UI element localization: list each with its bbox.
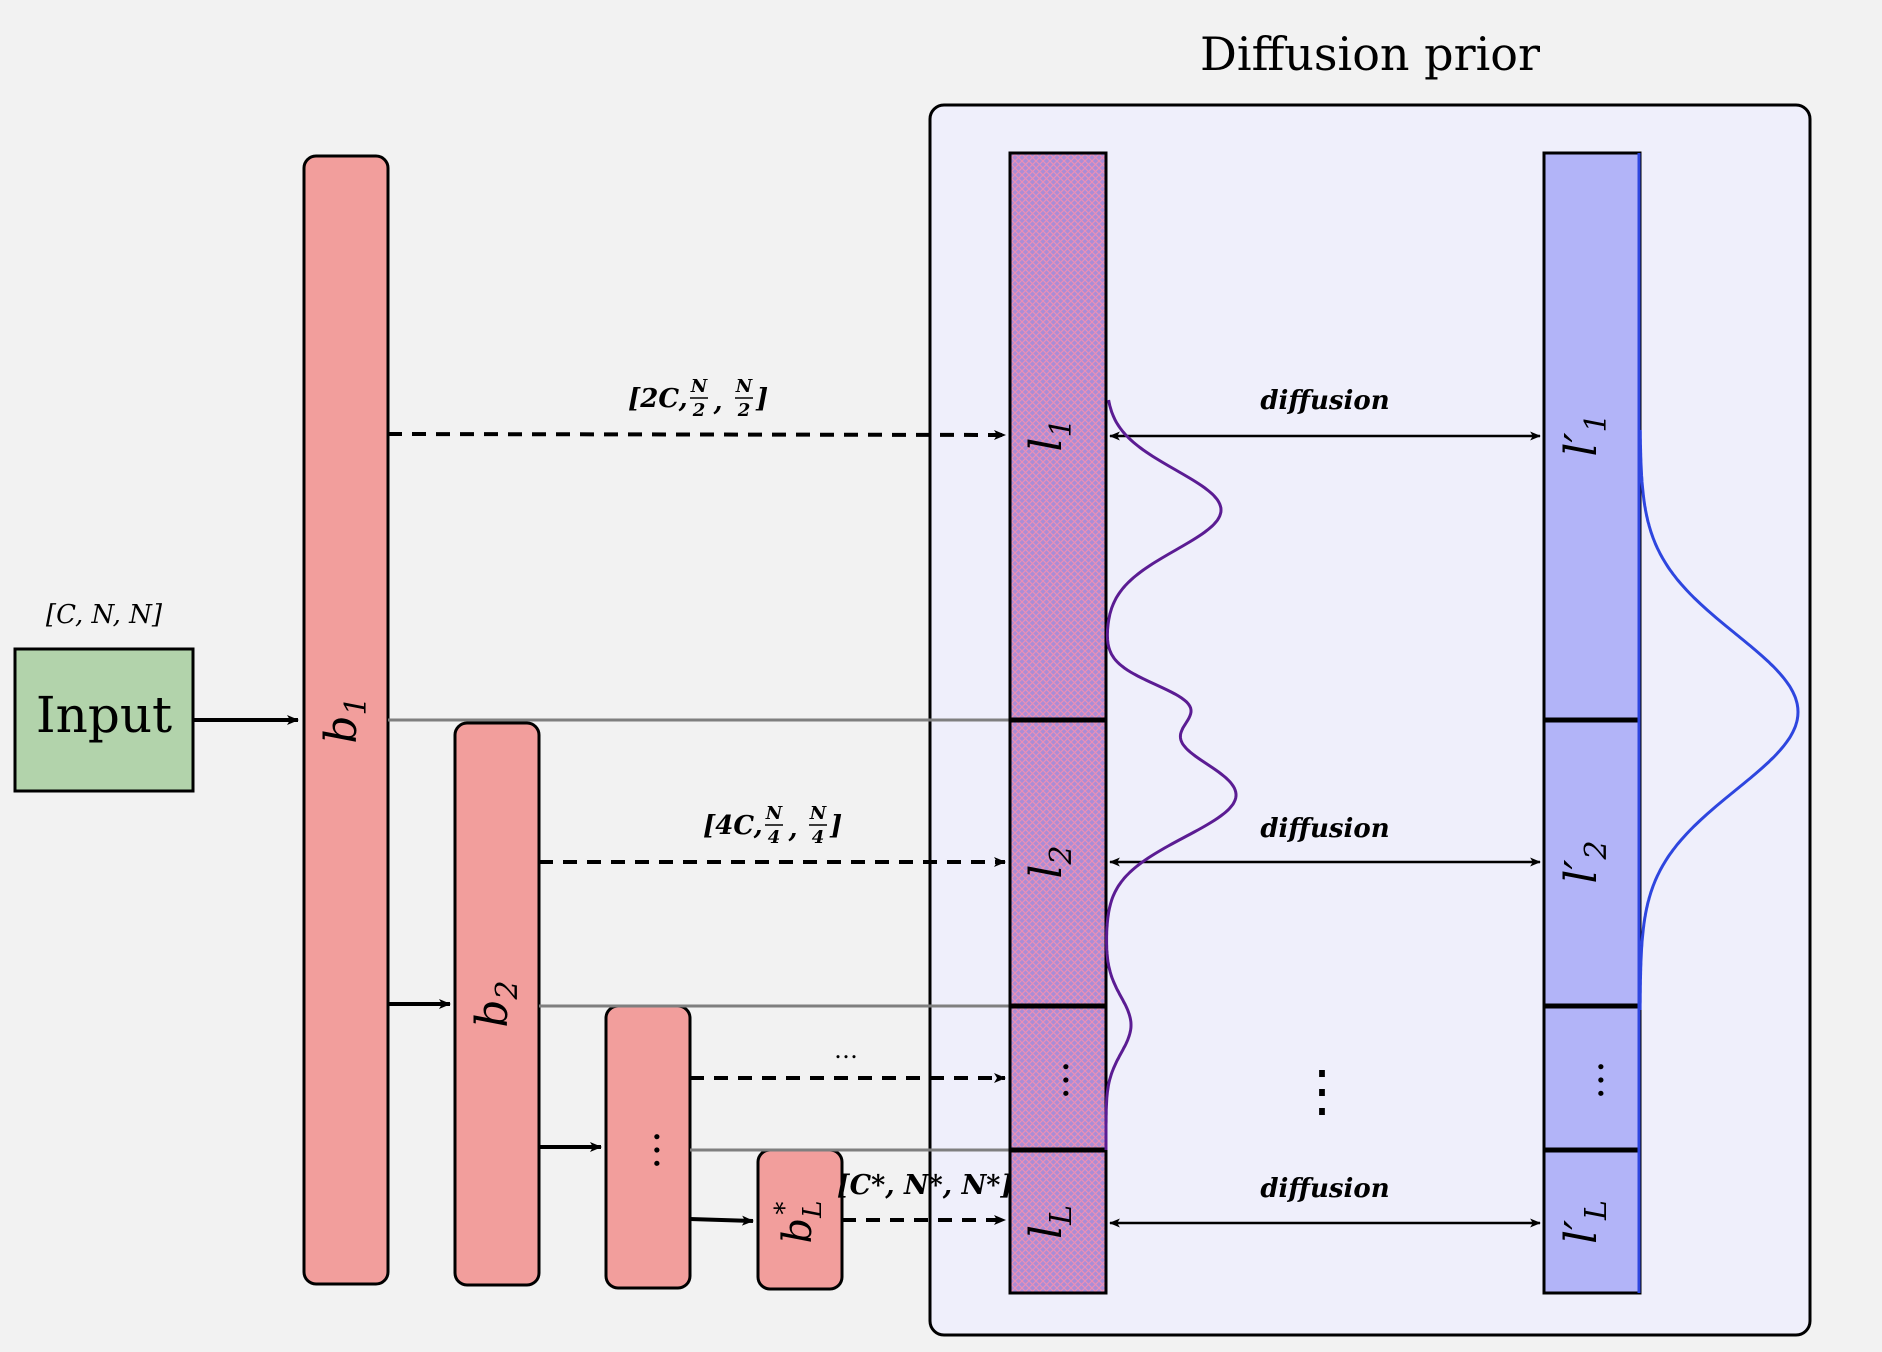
svg-text:4: 4 [812,827,825,848]
skip-shape-2: [4C, [703,811,763,841]
svg-text:lL: lL [1021,1205,1079,1239]
latent-prime-label-lL: l′L [1556,1200,1614,1244]
latent-prime-column [1542,151,1642,1295]
diffusion-label-3: diffusion [1260,1174,1389,1204]
svg-text:]: ] [755,384,768,414]
encoder-label-b2: b2 [467,980,525,1027]
latent-label-dots: … [1032,1060,1078,1100]
latent-column [1008,151,1108,1295]
svg-text:,: , [712,387,722,417]
svg-text:,: , [787,814,797,844]
svg-text:N: N [735,376,754,397]
diagram-title: Diffusion prior [1200,27,1540,81]
svg-text:l′L: l′L [1556,1200,1614,1244]
svg-text:…: … [623,1130,669,1170]
latent-label-l2: l2 [1021,845,1079,878]
svg-text:]: ] [829,811,842,841]
skip-shape-1-fractions: N 2 , N 2 ] [690,376,768,421]
encoder-label-bL: bL* [770,1201,828,1244]
svg-text:l1: l1 [1021,418,1079,451]
skip-shape-3: … [834,1036,858,1064]
gaussian-distribution-curve [1638,429,1800,1010]
b3-to-bL-arrow [689,1215,754,1226]
latent-prime-label-l1: l′1 [1556,413,1614,456]
encoder-label-b1: b1 [316,696,374,743]
latent-label-l1: l1 [1021,418,1079,451]
svg-text:l2: l2 [1021,845,1079,878]
svg-text:b1: b1 [316,696,374,743]
skip-shape-4: [C*, N*, N*] [837,1170,1013,1201]
svg-text:N: N [690,376,709,397]
encoder-label-b3: … [623,1130,669,1170]
latent-prime-label-dots: … [1567,1060,1613,1100]
encoder-block-b2 [453,721,541,1287]
diffusion-label-1: diffusion [1260,386,1389,416]
diffusion-label-2: diffusion [1260,814,1389,844]
svg-text:bL*: bL* [770,1201,828,1244]
svg-text:N: N [809,803,828,824]
svg-text:N: N [765,803,784,824]
svg-text:l′1: l′1 [1556,413,1614,456]
svg-text:2: 2 [737,400,751,421]
input-node: Input [13,647,195,793]
skip-arrow-1 [387,429,1006,440]
skip-shape-1: [2C, [628,384,688,414]
svg-text:…: … [1567,1060,1613,1100]
latent-label-lL: lL [1021,1205,1079,1239]
svg-text:4: 4 [768,827,781,848]
svg-text:b2: b2 [467,980,525,1027]
svg-text:l′2: l′2 [1556,840,1614,883]
input-label: Input [36,686,172,744]
input-shape-label: [C, N, N] [46,600,163,630]
latent-prime-label-l2: l′2 [1556,840,1614,883]
skip-shape-2-fractions: N 4 , N 4 ] [765,803,842,848]
svg-text:…: … [1032,1060,1078,1100]
middle-vertical-dots: ⋮ [1294,1059,1350,1124]
svg-text:2: 2 [692,400,706,421]
complex-distribution-curve [1104,399,1238,1150]
